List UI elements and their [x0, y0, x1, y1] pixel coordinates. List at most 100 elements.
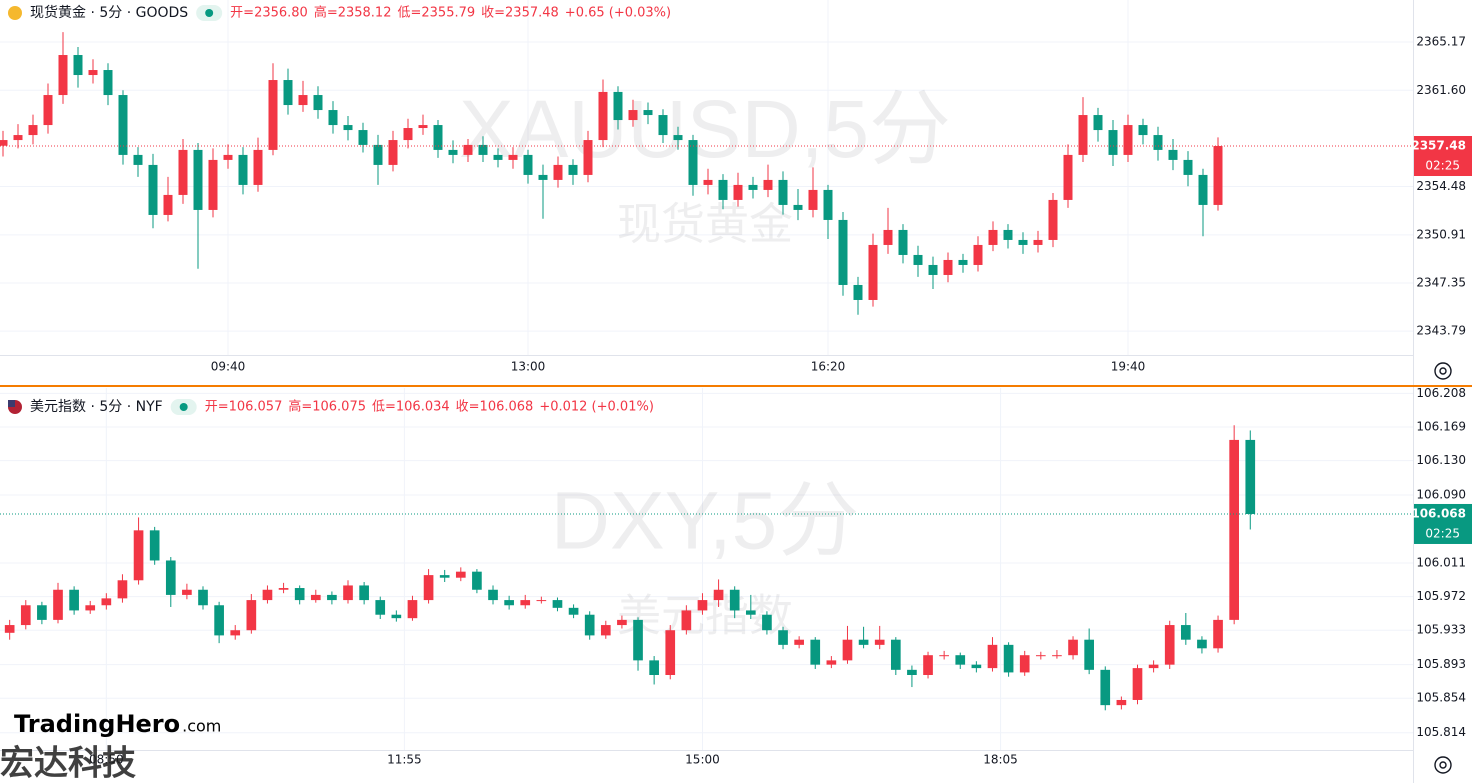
- candle-body: [568, 164, 578, 175]
- y-tick-label: 2365.17: [1416, 35, 1466, 49]
- ohlc-value: 开=2356.80: [230, 6, 308, 21]
- candle-body: [298, 95, 308, 106]
- y-tick-label: 105.893: [1416, 657, 1466, 671]
- candle-body: [407, 600, 418, 619]
- candle-body: [1048, 199, 1058, 240]
- candle-body: [520, 600, 531, 606]
- pane: 2365.17 2361.60 2354.48 2350.91 2347.35 2343.…: [0, 0, 1472, 374]
- candle-body: [373, 144, 383, 165]
- candle-body: [103, 70, 113, 96]
- candle-body: [1093, 115, 1103, 131]
- settings-button[interactable]: [1434, 362, 1452, 380]
- settings-icon-core[interactable]: [1439, 761, 1447, 769]
- candle-body: [1245, 439, 1256, 514]
- candle-body: [939, 655, 949, 657]
- ohlc-value: 收=2357.48: [481, 6, 559, 21]
- candle-body: [508, 154, 518, 160]
- candle-body: [553, 164, 563, 180]
- candle-body: [763, 179, 773, 190]
- candle-body: [478, 144, 488, 155]
- candle-body: [294, 588, 305, 601]
- symbol-title: 现货黄金 · 5分 · GOODS: [30, 4, 188, 21]
- settings-icon[interactable]: [1434, 756, 1452, 774]
- candle-body: [913, 254, 923, 265]
- gold-icon: [8, 6, 22, 20]
- candle-body: [375, 600, 386, 615]
- candle-body: [523, 154, 533, 175]
- last-price-box: [1414, 503, 1472, 544]
- visibility-toggle-dot: [179, 403, 188, 411]
- y-tick-label: 106.090: [1416, 488, 1466, 502]
- candle-body: [214, 605, 224, 636]
- candle-body: [283, 80, 293, 106]
- company-name: 宏达科技: [0, 744, 136, 783]
- candle-body: [658, 115, 668, 136]
- settings-icon[interactable]: [1434, 362, 1452, 380]
- candle-body: [149, 530, 160, 561]
- candle-body: [536, 600, 547, 602]
- visibility-toggle-dot: [205, 9, 214, 17]
- candle-body: [568, 607, 579, 615]
- candle-body: [823, 189, 833, 220]
- last-price-box: [1414, 136, 1472, 177]
- candle-body: [1213, 146, 1223, 205]
- y-tick-label: 106.130: [1416, 453, 1466, 467]
- candle-body: [1164, 625, 1175, 665]
- ohlc-value: 高=106.075: [288, 399, 366, 415]
- settings-icon-core[interactable]: [1439, 367, 1447, 375]
- watermark: XAUUSD,5分: [459, 84, 951, 175]
- y-tick-label: 2350.91: [1416, 227, 1466, 241]
- candle-body: [439, 575, 450, 578]
- candle-body: [343, 125, 353, 131]
- candle-body: [423, 575, 434, 601]
- last-price-label: 106.068: [1411, 506, 1466, 520]
- candle-body: [165, 560, 176, 595]
- candle-body: [4, 625, 15, 633]
- candle-body: [697, 600, 708, 611]
- candle-body: [628, 110, 638, 121]
- charts: 2365.17 2361.60 2354.48 2350.91 2347.35 2343.…: [0, 0, 1472, 767]
- candle-body: [1033, 239, 1043, 245]
- candle-body: [328, 110, 338, 126]
- candle-body: [923, 655, 933, 675]
- candle-body: [358, 130, 368, 145]
- x-tick-label: 18:05: [983, 753, 1018, 767]
- candle-body: [762, 614, 772, 631]
- candle-body: [488, 589, 498, 601]
- y-tick-label: 2343.79: [1416, 324, 1466, 338]
- y-tick-label: 106.169: [1416, 420, 1466, 434]
- symbol-title: 美元指数 · 5分 · NYF: [30, 399, 163, 415]
- candle-body: [133, 530, 144, 581]
- candle-body: [1100, 669, 1111, 706]
- watermark-sub: 现货黄金: [617, 200, 793, 249]
- settings-button[interactable]: [1434, 756, 1452, 774]
- candle-body: [810, 639, 821, 665]
- candle-body: [713, 589, 724, 601]
- candle-body: [858, 639, 869, 645]
- candle-body: [391, 614, 402, 619]
- candle-body: [37, 605, 47, 620]
- watermark: DXY,5分: [551, 476, 859, 567]
- candle-body: [1229, 439, 1239, 620]
- ohlc-value: +0.012 (+0.01%): [539, 400, 654, 415]
- candle-body: [117, 580, 128, 599]
- candle-body: [253, 149, 263, 185]
- candle-body: [313, 95, 323, 111]
- candle-body: [688, 140, 698, 185]
- candle-body: [890, 639, 901, 670]
- candle-body: [1108, 130, 1118, 155]
- candle-body: [343, 585, 353, 601]
- candle-body: [778, 630, 788, 645]
- candle-body: [1198, 174, 1208, 205]
- candle-body: [133, 154, 143, 165]
- candle-body: [745, 610, 756, 615]
- candle-body: [613, 91, 623, 121]
- ohlc-value: +0.65 (+0.03%): [565, 6, 671, 21]
- y-tick-label: 2361.60: [1416, 83, 1466, 97]
- candle-body: [1019, 655, 1030, 673]
- candle-body: [987, 644, 998, 669]
- candle-body: [73, 55, 83, 76]
- candle-body: [418, 125, 428, 129]
- candle-body: [0, 140, 8, 146]
